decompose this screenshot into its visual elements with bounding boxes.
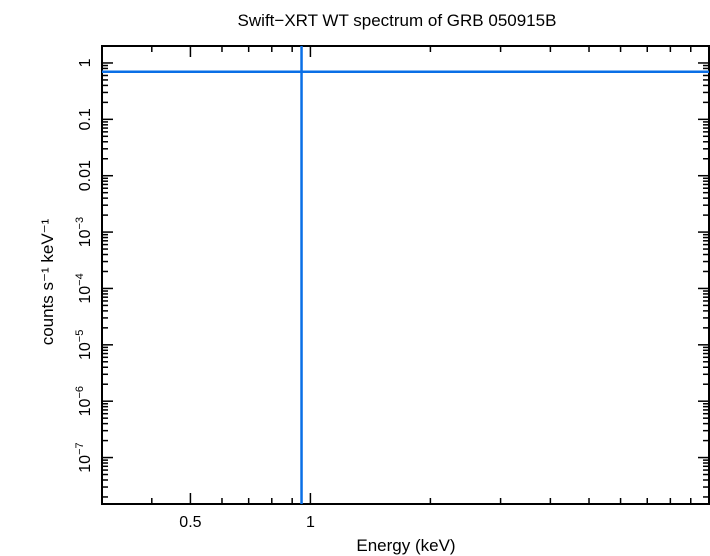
y-tick-exponent: −7 bbox=[74, 442, 86, 455]
x-tick-label: 0.5 bbox=[179, 514, 201, 531]
y-tick-label: 0.01 bbox=[77, 160, 94, 191]
y-tick-label: 10−5 bbox=[74, 330, 94, 360]
y-tick-exponent: −4 bbox=[74, 273, 86, 286]
y-tick-label: 10−4 bbox=[74, 273, 94, 303]
y-tick-mantissa: 10 bbox=[77, 229, 94, 247]
y-axis-label: counts s⁻¹ keV⁻¹ bbox=[38, 218, 57, 345]
y-tick-mantissa: 10 bbox=[77, 342, 94, 360]
x-tick-label: 1 bbox=[306, 514, 315, 531]
y-tick-mantissa: 10 bbox=[77, 286, 94, 304]
y-tick-exponent: −3 bbox=[74, 217, 86, 230]
y-tick-exponent: −5 bbox=[74, 330, 86, 343]
y-tick-label: 10−7 bbox=[74, 442, 94, 472]
x-axis-label: Energy (keV) bbox=[356, 536, 455, 555]
y-tick-label: 0.1 bbox=[77, 108, 94, 130]
y-tick-label: 10−6 bbox=[74, 386, 94, 416]
plot-frame bbox=[101, 45, 710, 505]
y-tick-exponent: −6 bbox=[74, 386, 86, 399]
y-tick-label: 10−3 bbox=[74, 217, 94, 247]
y-tick-label: 1 bbox=[77, 58, 94, 67]
y-tick-mantissa: 10 bbox=[77, 455, 94, 473]
chart-title: Swift−XRT WT spectrum of GRB 050915B bbox=[238, 11, 557, 30]
y-tick-mantissa: 10 bbox=[77, 398, 94, 416]
